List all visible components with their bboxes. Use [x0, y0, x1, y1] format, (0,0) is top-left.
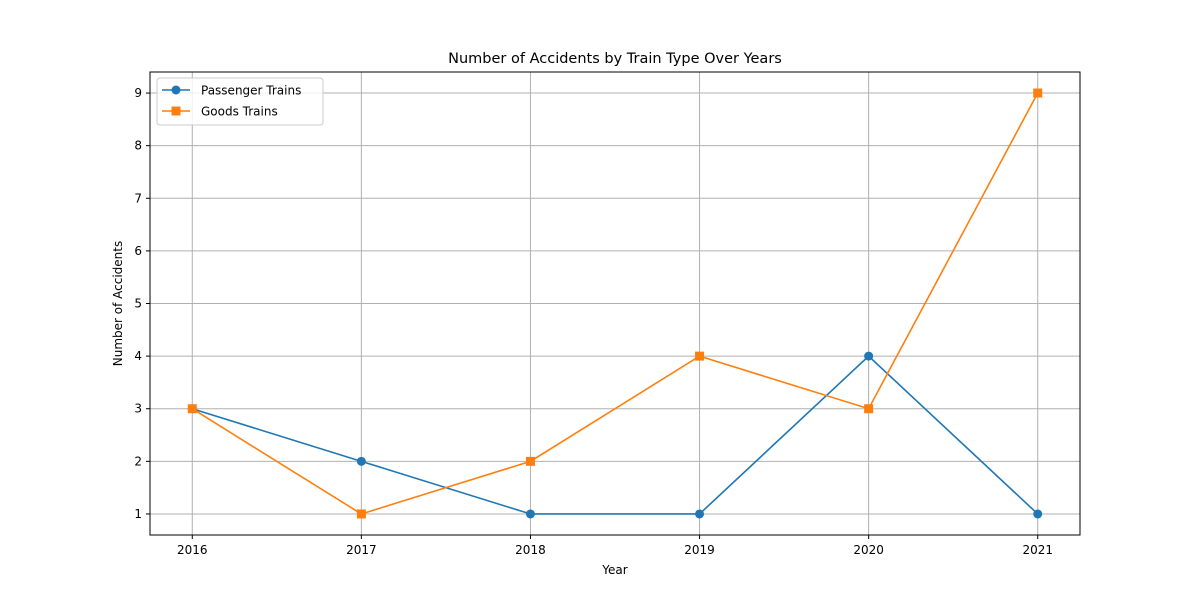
- x-tick-label: 2021: [1022, 543, 1053, 557]
- legend-item: Passenger Trains: [162, 84, 301, 98]
- x-tick-label: 2018: [515, 543, 546, 557]
- y-axis: 1 2 3 4 5 6 7 8 9: [134, 86, 150, 521]
- x-tick-label: 2016: [177, 543, 208, 557]
- data-point: [1033, 88, 1043, 98]
- y-tick-label: 9: [134, 86, 142, 100]
- data-point: [187, 404, 197, 414]
- data-point: [356, 456, 366, 466]
- series-goods-trains: [187, 88, 1043, 519]
- data-point: [695, 509, 705, 519]
- y-tick-label: 3: [134, 402, 142, 416]
- legend-label: Passenger Trains: [201, 84, 301, 98]
- legend-marker: [171, 106, 181, 116]
- x-tick-label: 2020: [853, 543, 884, 557]
- x-axis: 2016 2017 2018 2019 2020 2021: [177, 535, 1053, 557]
- y-axis-label: Number of Accidents: [111, 241, 125, 367]
- data-point: [864, 404, 874, 414]
- legend-label: Goods Trains: [201, 105, 278, 119]
- data-point: [695, 351, 705, 361]
- y-tick-label: 5: [134, 297, 142, 311]
- legend: Passenger Trains Goods Trains: [156, 77, 324, 126]
- data-point: [864, 351, 874, 361]
- series-line: [191, 92, 1039, 515]
- data-point: [525, 509, 535, 519]
- y-tick-label: 6: [134, 244, 142, 258]
- legend-marker: [171, 85, 181, 95]
- data-point: [525, 456, 535, 466]
- y-tick-label: 2: [134, 454, 142, 468]
- x-axis-label: Year: [601, 563, 627, 577]
- x-tick-label: 2019: [684, 543, 715, 557]
- x-tick-label: 2017: [346, 543, 377, 557]
- chart-title: Number of Accidents by Train Type Over Y…: [448, 51, 782, 67]
- data-point: [356, 509, 366, 519]
- series-line: [192, 355, 1039, 515]
- y-tick-label: 8: [134, 139, 142, 153]
- series-layer: [187, 88, 1043, 519]
- y-tick-label: 1: [134, 507, 142, 521]
- legend-box: [156, 77, 324, 126]
- legend-item: Goods Trains: [162, 105, 278, 119]
- y-tick-label: 4: [134, 349, 142, 363]
- y-tick-label: 7: [134, 191, 142, 205]
- data-point: [1033, 509, 1043, 519]
